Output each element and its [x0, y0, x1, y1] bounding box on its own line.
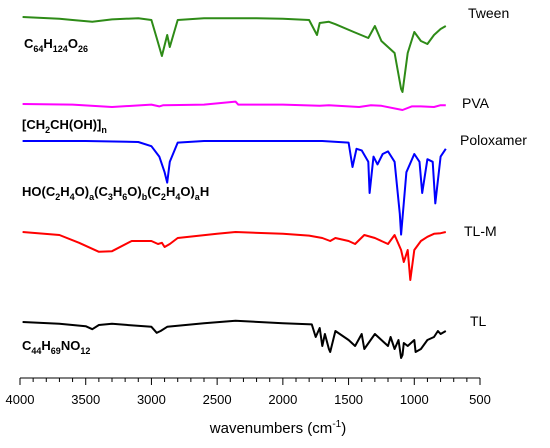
series-labels: Tween C64H124O26 PVA [CH2CH(OH)]n Poloxamer H…: [22, 5, 527, 356]
series-name-pva: PVA: [462, 95, 490, 111]
series-line-tl: [22, 319, 447, 359]
series-line-tween: [22, 16, 447, 93]
x-tick-label: 2000: [268, 392, 297, 407]
x-tick-label: 1500: [334, 392, 363, 407]
series-name-poloxamer: Poloxamer: [460, 132, 527, 148]
formula-pva: [CH2CH(OH)]n: [22, 117, 107, 135]
x-tick-label: 4000: [6, 392, 35, 407]
series-line-tl-m: [22, 231, 447, 281]
x-tick-label: 3500: [71, 392, 100, 407]
series-layer: [22, 16, 447, 359]
series-name-tween: Tween: [468, 5, 509, 21]
x-axis-title: wavenumbers (cm-1): [209, 419, 346, 437]
formula-poloxamer: HO(C2H4O)a(C3H6O)b(C2H4O)aH: [22, 184, 209, 202]
x-tick-label: 3000: [137, 392, 166, 407]
series-line-poloxamer: [22, 140, 447, 236]
x-tick-label: 500: [469, 392, 491, 407]
x-axis-ticks: 4000 3500 3000 2500 2000 1500 1000 500: [6, 378, 491, 407]
formula-tl: C44H69NO12: [22, 338, 90, 356]
x-tick-label: 2500: [203, 392, 232, 407]
series-line-pva: [22, 100, 446, 111]
x-axis-title-superscript: -1: [332, 419, 341, 430]
series-name-tl: TL: [470, 313, 487, 329]
formula-tween: C64H124O26: [24, 36, 88, 54]
x-tick-label: 1000: [400, 392, 429, 407]
series-name-tl-m: TL-M: [464, 223, 497, 239]
